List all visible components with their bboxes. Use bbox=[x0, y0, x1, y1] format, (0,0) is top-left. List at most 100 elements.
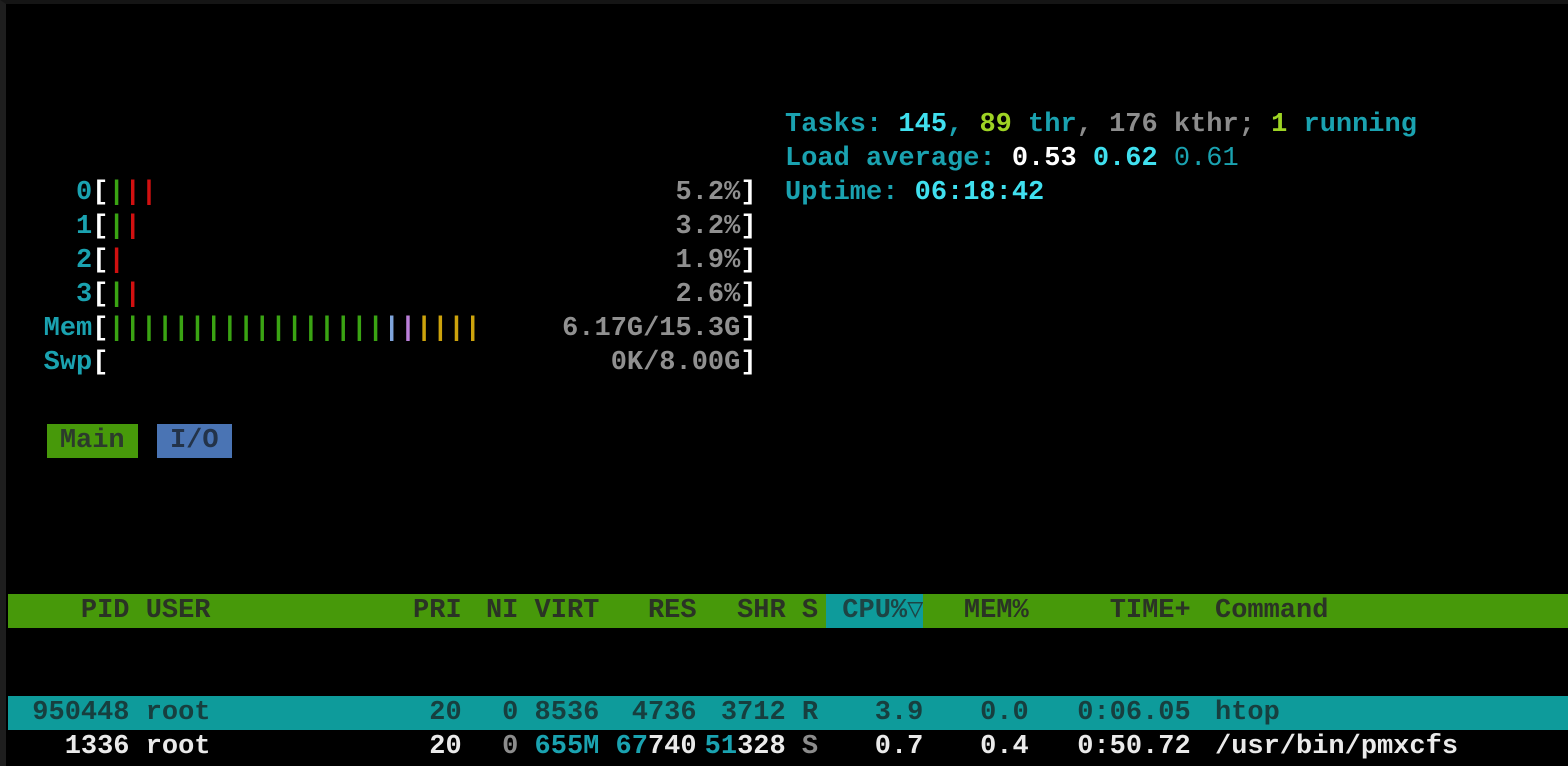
column-header-pri[interactable]: PRI bbox=[413, 596, 462, 626]
meter-tick-green: | bbox=[286, 314, 303, 344]
meter-label: 1 bbox=[76, 212, 93, 242]
meter-value: 1.9% bbox=[675, 246, 741, 276]
load-average-line: Load average: 0.53 0.62 0.61 bbox=[785, 142, 1417, 176]
text-run: 4736 bbox=[631, 698, 697, 728]
meter-ticks: | | | | | | | | | | | | | | | | | | | | | | | bbox=[108, 312, 480, 346]
meter-bar: | | | 5.2% bbox=[108, 176, 740, 210]
meter-swp: Swp[0K/8.00G] bbox=[8, 346, 1568, 380]
text-run: 67 bbox=[615, 732, 648, 762]
meter-tick-green: | bbox=[157, 314, 174, 344]
column-header-ni[interactable]: NI bbox=[485, 596, 519, 626]
meter-tick-green: | bbox=[189, 314, 206, 344]
process-row[interactable]: 1336 root 20 0 655M 67740 51328 S 0.7 0.4 0:50.72/… bbox=[8, 730, 1568, 764]
text-run: 0.0 bbox=[980, 698, 1029, 728]
text-run: 89 bbox=[979, 110, 1012, 140]
column-header-user[interactable]: USER bbox=[145, 596, 211, 626]
meter-tick-green: | bbox=[108, 212, 125, 242]
column-header-shr[interactable]: SHR bbox=[737, 596, 786, 626]
text-run: ; bbox=[1238, 110, 1272, 140]
meter-tick-green: | bbox=[367, 314, 384, 344]
meter-tick-green: | bbox=[270, 314, 287, 344]
table-rows: 950448 root 20 0 8536 4736 3712 R 3.9 0.0 0:06.05 h… bbox=[8, 696, 1568, 766]
uptime-line: Uptime: 06:18:42 bbox=[785, 176, 1417, 210]
text-run: 0.62 bbox=[1092, 144, 1174, 174]
meter-label: 0 bbox=[76, 178, 93, 208]
meter-ticks: | | bbox=[108, 210, 140, 244]
text-run: 0:06.05 bbox=[1077, 698, 1191, 728]
meter-value: 3.2% bbox=[675, 212, 741, 242]
cell-s: R bbox=[786, 696, 827, 730]
text-run: running bbox=[1287, 110, 1417, 140]
meter-tick-blue: | bbox=[383, 314, 400, 344]
text-run: 950448 bbox=[32, 698, 130, 728]
column-header-virt[interactable]: VIRT bbox=[534, 596, 600, 626]
header-area: 0[| | | 5.2%] 1[| | 3.2%] 2[| 1.9%] 3[| | 2.6%] Mem[… bbox=[8, 108, 1568, 378]
meter-tick-green: | bbox=[351, 314, 368, 344]
meters: 0[| | | 5.2%] 1[| | 3.2%] 2[| 1.9%] 3[| | 2.6%] Mem[… bbox=[8, 176, 1568, 380]
process-table: PID USER PRI NI VIRT RES SHR S CPU%▽ MEM% TIME+ Com… bbox=[8, 526, 1568, 766]
text-run: , bbox=[947, 110, 980, 140]
cell-virt: 8536 bbox=[518, 696, 600, 730]
meter-tick-green: | bbox=[205, 314, 222, 344]
meter-bar: | | 3.2% bbox=[108, 210, 740, 244]
tasks-line: Tasks: 145, 89 thr, 176 kthr; 1 running bbox=[785, 108, 1417, 142]
text-run: 3712 bbox=[720, 698, 786, 728]
cell-ni: 0 bbox=[462, 730, 519, 764]
meter-tick-green: | bbox=[254, 314, 271, 344]
meter-close-bracket-icon: ] bbox=[740, 178, 757, 208]
text-run: 1 bbox=[1271, 110, 1288, 140]
cell-cmd: /usr/bin/pmxcfs bbox=[1191, 730, 1568, 764]
meter-open-bracket-icon: [ bbox=[92, 178, 109, 208]
text-run: 0.4 bbox=[980, 732, 1029, 762]
cell-pri: 20 bbox=[292, 730, 461, 764]
text-run: 20 bbox=[429, 698, 462, 728]
meter-value: 5.2% bbox=[675, 178, 741, 208]
column-header-res[interactable]: RES bbox=[647, 596, 697, 626]
tab-io[interactable]: I/O bbox=[157, 424, 232, 458]
column-header-cmd[interactable]: Command bbox=[1215, 596, 1329, 626]
text-run: 740 bbox=[647, 732, 697, 762]
text-run: thr bbox=[1011, 110, 1077, 140]
meter-bar: | 1.9% bbox=[108, 244, 740, 278]
cell-pid: 950448 bbox=[8, 696, 130, 730]
text-run: htop bbox=[1215, 698, 1280, 728]
meter-open-bracket-icon: [ bbox=[92, 280, 109, 310]
text-run: 0 bbox=[502, 732, 519, 762]
column-header-s[interactable]: S bbox=[801, 596, 819, 626]
text-run: 0.61 bbox=[1173, 144, 1239, 174]
text-run: 0.53 bbox=[1011, 144, 1093, 174]
column-header-mem[interactable]: MEM% bbox=[963, 596, 1029, 626]
cell-shr: 51328 bbox=[697, 730, 786, 764]
text-run: 3.9 bbox=[874, 698, 924, 728]
meter-close-bracket-icon: ] bbox=[740, 212, 757, 242]
meter-open-bracket-icon: [ bbox=[92, 246, 109, 276]
cell-time: 0:50.72 bbox=[1029, 730, 1190, 764]
meter-tick-green: | bbox=[335, 314, 352, 344]
column-header-pid[interactable]: PID bbox=[80, 596, 130, 626]
meter-ticks: | | | bbox=[108, 176, 157, 210]
meter-3: 3[| | 2.6%] bbox=[8, 278, 1568, 312]
column-header-time[interactable]: TIME+ bbox=[1109, 596, 1191, 626]
cell-pid: 1336 bbox=[8, 730, 130, 764]
meter-1: 1[| | 3.2%] bbox=[8, 210, 1568, 244]
cell-shr: 3712 bbox=[697, 696, 786, 730]
text-run: 8536 bbox=[534, 698, 600, 728]
meter-label: 2 bbox=[76, 246, 93, 276]
cell-cpu: 0.7 bbox=[826, 730, 924, 764]
text-run: /usr/bin/pmxcfs bbox=[1215, 732, 1459, 762]
tab-main[interactable]: Main bbox=[46, 424, 138, 458]
text-run: 06:18:42 bbox=[914, 178, 1045, 208]
column-header-cpu[interactable]: CPU%▽ bbox=[826, 594, 924, 628]
cell-s: S bbox=[786, 730, 827, 764]
meter-tick-yellow: | bbox=[432, 314, 449, 344]
meter-tick-green: | bbox=[318, 314, 336, 344]
meter-close-bracket-icon: ] bbox=[740, 314, 757, 344]
meter-open-bracket-icon: [ bbox=[92, 348, 109, 378]
process-row[interactable]: 950448 root 20 0 8536 4736 3712 R 3.9 0.0 0:06.05 h… bbox=[8, 696, 1568, 730]
text-run: 145 bbox=[898, 110, 948, 140]
text-run: Uptime: bbox=[785, 178, 915, 208]
text-run: R bbox=[801, 698, 819, 728]
meter-open-bracket-icon: [ bbox=[92, 314, 109, 344]
meter-tick-green: | bbox=[221, 314, 238, 344]
